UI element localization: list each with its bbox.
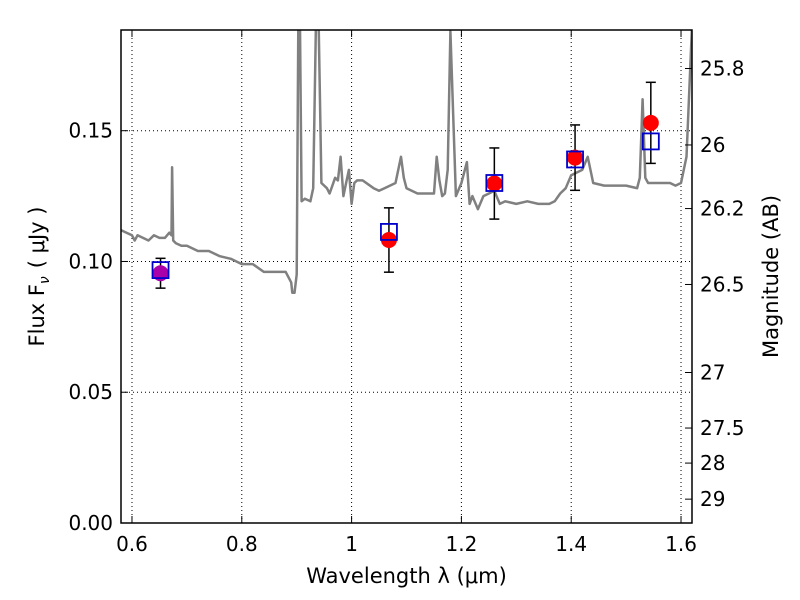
- observed-flux-point: [486, 175, 503, 192]
- x-axis-title: Wavelength λ (μm): [306, 564, 507, 588]
- y-tick-label: 0.00: [68, 511, 113, 535]
- observed-flux-point: [642, 114, 659, 131]
- right-tick-label: 26.2: [700, 197, 745, 221]
- model-photometry-square: [151, 261, 170, 279]
- grid: [121, 30, 692, 524]
- axis-ticks: 0.6 0.8 1 1.2 1.4 1.6 0.00 0.05 0.10 0.15 25.8 26 26…: [68, 30, 745, 556]
- plot-data: [121, 30, 692, 295]
- right-tick-label: 25.8: [700, 56, 745, 80]
- right-tick-label: 27: [700, 361, 725, 385]
- plot-frame: [120, 29, 693, 524]
- right-tick-label: 27.5: [700, 416, 745, 440]
- x-tick-label: 1.4: [555, 532, 587, 556]
- x-tick-label: 0.8: [226, 532, 258, 556]
- y-axis-title: Flux Fν ( μJy ): [25, 207, 53, 347]
- y-tick-label: 0.15: [68, 119, 113, 143]
- x-tick-label: 1.6: [665, 532, 697, 556]
- x-tick-label: 1: [345, 532, 358, 556]
- y-axis-title-subscript: ν: [37, 276, 53, 284]
- y-tick-label: 0.10: [68, 249, 113, 273]
- model-spectrum-line: [121, 30, 692, 295]
- x-tick-label: 1.2: [445, 532, 477, 556]
- model-photometry-square: [485, 174, 504, 192]
- right-tick-label: 28: [700, 451, 725, 475]
- model-photometry-square: [380, 223, 398, 241]
- model-photometry-square: [641, 132, 660, 151]
- right-tick-label: 29: [700, 487, 725, 511]
- model-photometry-square: [566, 150, 584, 169]
- y-tick-label: 0.05: [68, 380, 113, 404]
- right-tick-label: 26: [700, 133, 725, 157]
- x-tick-label: 0.6: [116, 532, 148, 556]
- y-axis-title-text: Flux F: [25, 284, 49, 346]
- y-axis-title-unit: ( μJy ): [25, 207, 49, 269]
- right-tick-label: 26.5: [700, 272, 745, 296]
- observed-flux-point: [567, 149, 584, 166]
- right-axis-title: Magnitude (AB): [759, 195, 783, 358]
